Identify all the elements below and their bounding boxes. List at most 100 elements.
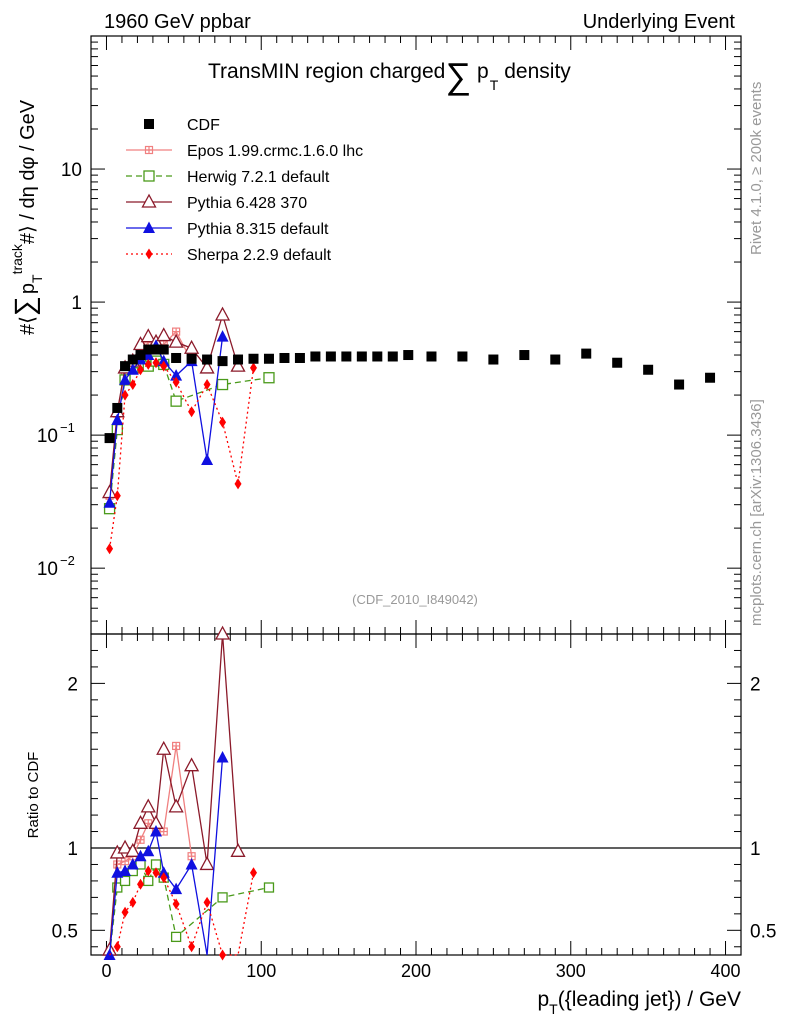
data-point — [199, 856, 215, 871]
header-right: Underlying Event — [583, 11, 736, 33]
ratio-tick-label: 0.5 — [52, 921, 78, 942]
data-point — [119, 864, 132, 877]
data-point — [219, 949, 227, 961]
y-tick-label: 1 — [71, 293, 82, 314]
data-point-cross — [159, 827, 168, 836]
series-sherpa — [106, 357, 257, 961]
data-point — [216, 378, 229, 391]
data-point — [141, 193, 157, 208]
legend-label: Pythia 6.428 370 — [187, 195, 307, 212]
data-point — [143, 875, 154, 887]
data-point — [705, 372, 716, 383]
data-point — [612, 357, 623, 368]
legend-label: CDF — [187, 117, 220, 134]
data-point — [403, 350, 414, 361]
legend-label: Sherpa 2.2.9 default — [187, 247, 332, 264]
data-point — [156, 327, 172, 342]
data-point — [137, 364, 145, 376]
data-point — [341, 351, 352, 362]
data-point — [263, 372, 275, 384]
data-point — [184, 757, 200, 772]
x-tick-label: 100 — [246, 961, 276, 981]
data-point — [488, 354, 499, 365]
data-point — [217, 892, 228, 903]
data-point — [119, 373, 132, 385]
mcplots-label: mcplots.cern.ch [arXiv:1306.3436] — [748, 399, 765, 626]
data-point — [144, 119, 154, 129]
data-point — [168, 333, 184, 348]
data-point — [550, 354, 561, 365]
data-point — [188, 406, 196, 418]
data-point — [150, 825, 162, 837]
data-point-cross — [136, 835, 145, 844]
data-point — [325, 351, 336, 362]
data-point — [156, 740, 172, 755]
data-point — [203, 379, 211, 391]
data-point — [230, 842, 246, 857]
y-axis-label: #⟨∑pTtrack#⟩ / dη dφ / GeV — [9, 99, 45, 335]
y-tick-label: 10 — [61, 160, 82, 181]
data-point — [157, 866, 170, 878]
x-tick-label: 400 — [711, 961, 741, 981]
data-point — [202, 354, 213, 365]
data-point — [158, 344, 169, 355]
data-point — [126, 363, 139, 375]
data-point — [203, 896, 211, 908]
series-cdf — [104, 344, 716, 444]
rivet-label: Rivet 4.1.0, ≥ 200k events — [748, 82, 765, 255]
data-point — [188, 941, 196, 953]
legend-label: Pythia 8.315 default — [187, 221, 329, 238]
data-point — [112, 882, 123, 893]
ratio-plot-frame — [90, 633, 742, 956]
plot-title: TransMIN region charged∑ pTdensity — [208, 55, 571, 96]
data-point — [185, 857, 198, 870]
data-point — [152, 357, 160, 369]
data-point — [310, 351, 321, 362]
data-point — [356, 351, 367, 362]
data-point — [117, 839, 133, 854]
data-point — [112, 402, 123, 413]
y-tick-exponent: −2 — [60, 553, 75, 568]
x-tick-label: 0 — [101, 961, 111, 981]
data-point-cross — [172, 741, 181, 750]
ratio-tick-label-right: 0.5 — [750, 921, 776, 942]
data-point — [201, 453, 214, 466]
data-point — [137, 878, 145, 890]
data-point — [111, 413, 124, 425]
data-point — [674, 379, 685, 390]
data-point — [172, 898, 180, 910]
data-point — [519, 350, 530, 361]
data-point — [113, 490, 121, 502]
data-point — [186, 353, 197, 364]
data-point — [129, 379, 137, 391]
data-point — [184, 339, 200, 354]
data-point — [119, 875, 131, 887]
data-point — [643, 364, 654, 375]
data-point — [144, 358, 152, 370]
data-point — [171, 352, 182, 363]
data-point — [230, 357, 246, 372]
y-tick-label: 10 — [37, 426, 58, 447]
data-point-cross — [121, 857, 130, 866]
data-point — [199, 359, 215, 374]
data-point — [129, 896, 137, 908]
data-point — [170, 369, 183, 381]
data-point — [170, 882, 183, 895]
data-point — [581, 348, 592, 359]
data-point — [140, 798, 156, 813]
data-point — [143, 170, 155, 182]
data-point — [127, 354, 138, 365]
data-point — [121, 389, 129, 401]
data-point — [157, 354, 170, 367]
ratio-y-axis-label: Ratio to CDF — [25, 752, 42, 839]
data-point — [233, 354, 244, 365]
data-point — [217, 356, 228, 367]
data-point — [263, 882, 275, 893]
data-point — [106, 543, 114, 555]
data-point — [142, 844, 155, 857]
data-point — [216, 330, 229, 342]
ratio-tick-label: 1 — [67, 839, 78, 860]
x-tick-label: 200 — [401, 961, 431, 981]
